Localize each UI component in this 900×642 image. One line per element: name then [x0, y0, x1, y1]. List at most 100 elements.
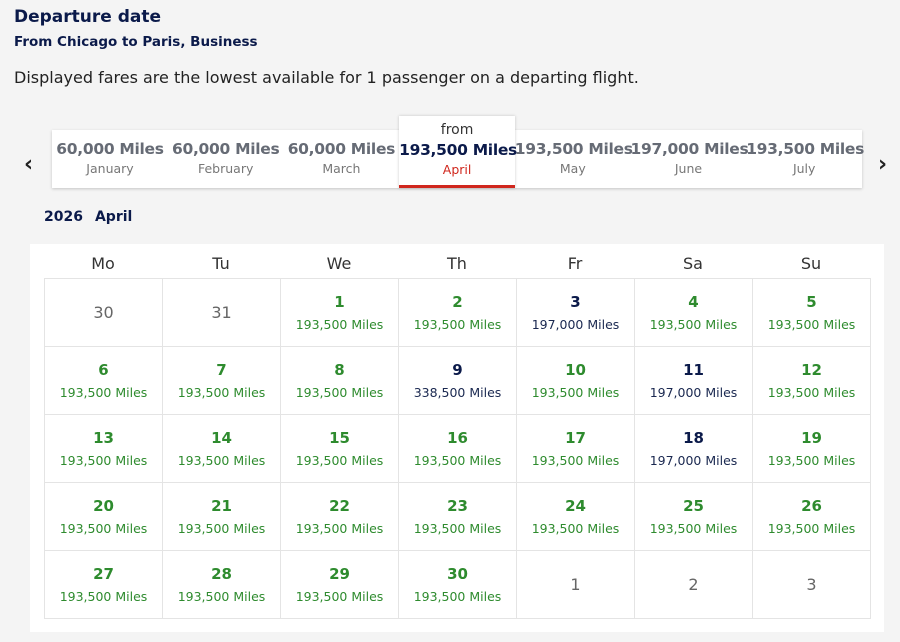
day-fare: 193,500 Miles	[177, 385, 266, 400]
day-cell[interactable]: 19 193,500 Miles	[753, 415, 871, 483]
day-cell[interactable]: 25 193,500 Miles	[635, 483, 753, 551]
day-number: 9	[452, 361, 463, 379]
day-number: 3	[806, 575, 817, 594]
day-number: 20	[93, 497, 114, 515]
calendar-grid: 30 31 1 193,500 Miles 2 193,500 Miles 3 197,000…	[44, 278, 871, 619]
day-fare: 197,000 Miles	[531, 317, 620, 332]
from-label: from	[440, 122, 474, 138]
day-cell: 2	[635, 551, 753, 619]
month-miles: 60,000 Miles	[171, 140, 280, 158]
day-cell[interactable]: 7 193,500 Miles	[163, 347, 281, 415]
day-cell[interactable]: 11 197,000 Miles	[635, 347, 753, 415]
chevron-left-icon[interactable]: ‹	[24, 152, 34, 177]
day-number: 18	[683, 429, 704, 447]
day-fare: 193,500 Miles	[295, 317, 384, 332]
day-number: 14	[211, 429, 232, 447]
day-fare: 193,500 Miles	[531, 385, 620, 400]
day-cell[interactable]: 8 193,500 Miles	[281, 347, 399, 415]
day-fare: 193,500 Miles	[59, 589, 148, 604]
day-cell[interactable]: 2 193,500 Miles	[399, 279, 517, 347]
day-cell[interactable]: 24 193,500 Miles	[517, 483, 635, 551]
day-fare: 193,500 Miles	[177, 521, 266, 536]
day-number: 7	[216, 361, 227, 379]
month-tab-february[interactable]: 60,000 Miles February	[168, 130, 284, 188]
day-cell[interactable]: 15 193,500 Miles	[281, 415, 399, 483]
day-fare: 193,500 Miles	[649, 317, 738, 332]
day-number: 31	[211, 303, 232, 322]
weekday-header: Mo Tu We Th Fr Sa Su	[44, 254, 870, 273]
day-number: 11	[683, 361, 704, 379]
day-cell[interactable]: 16 193,500 Miles	[399, 415, 517, 483]
day-fare: 193,500 Miles	[177, 453, 266, 468]
day-number: 12	[801, 361, 822, 379]
day-fare: 193,500 Miles	[413, 589, 502, 604]
day-number: 16	[447, 429, 468, 447]
chevron-right-icon[interactable]: ›	[878, 152, 888, 177]
weekday-label: Sa	[683, 254, 703, 273]
day-fare: 193,500 Miles	[649, 521, 738, 536]
day-fare: 193,500 Miles	[413, 317, 502, 332]
day-cell[interactable]: 1 193,500 Miles	[281, 279, 399, 347]
day-fare: 193,500 Miles	[767, 385, 856, 400]
day-cell[interactable]: 30 193,500 Miles	[399, 551, 517, 619]
day-cell[interactable]: 14 193,500 Miles	[163, 415, 281, 483]
day-cell[interactable]: 6 193,500 Miles	[45, 347, 163, 415]
month-tab-july[interactable]: 193,500 Miles July	[746, 130, 864, 188]
day-cell[interactable]: 26 193,500 Miles	[753, 483, 871, 551]
day-number: 6	[98, 361, 109, 379]
month-miles: 193,500 Miles	[514, 140, 633, 158]
route-subtitle: From Chicago to Paris, Business	[14, 34, 258, 50]
month-miles: 60,000 Miles	[56, 140, 164, 158]
month-tab-april[interactable]: from 193,500 Miles April	[399, 116, 517, 188]
day-fare: 193,500 Miles	[767, 317, 856, 332]
weekday-label: Su	[800, 254, 822, 273]
day-number: 24	[565, 497, 586, 515]
month-miles: 60,000 Miles	[287, 140, 396, 158]
month-tab-march[interactable]: 60,000 Miles March	[283, 130, 399, 188]
day-cell[interactable]: 10 193,500 Miles	[517, 347, 635, 415]
weekday-label: We	[326, 254, 352, 273]
day-cell[interactable]: 29 193,500 Miles	[281, 551, 399, 619]
page-title: Departure date	[14, 7, 162, 27]
day-cell[interactable]: 5 193,500 Miles	[753, 279, 871, 347]
day-cell[interactable]: 28 193,500 Miles	[163, 551, 281, 619]
day-fare: 193,500 Miles	[295, 521, 384, 536]
day-cell: 3	[753, 551, 871, 619]
day-cell[interactable]: 22 193,500 Miles	[281, 483, 399, 551]
day-cell[interactable]: 20 193,500 Miles	[45, 483, 163, 551]
day-cell[interactable]: 3 197,000 Miles	[517, 279, 635, 347]
month-tab-january[interactable]: 60,000 Miles January	[52, 130, 168, 188]
day-cell[interactable]: 13 193,500 Miles	[45, 415, 163, 483]
day-fare: 193,500 Miles	[177, 589, 266, 604]
day-number: 30	[93, 303, 114, 322]
day-cell[interactable]: 9 338,500 Miles	[399, 347, 517, 415]
fare-note: Displayed fares are the lowest available…	[14, 68, 639, 87]
calendar-panel: Mo Tu We Th Fr Sa Su 30 31 1 193,500 Miles 2 193,50…	[30, 244, 884, 632]
day-number: 15	[329, 429, 350, 447]
day-cell[interactable]: 21 193,500 Miles	[163, 483, 281, 551]
day-cell[interactable]: 4 193,500 Miles	[635, 279, 753, 347]
day-number: 27	[93, 565, 114, 583]
day-number: 29	[329, 565, 350, 583]
day-number: 21	[211, 497, 232, 515]
day-cell[interactable]: 27 193,500 Miles	[45, 551, 163, 619]
month-tab-june[interactable]: 197,000 Miles June	[631, 130, 749, 188]
day-number: 2	[688, 575, 699, 594]
day-cell: 31	[163, 279, 281, 347]
day-cell: 30	[45, 279, 163, 347]
day-cell[interactable]: 18 197,000 Miles	[635, 415, 753, 483]
calendar-heading: 2026 April	[44, 209, 144, 225]
day-fare: 193,500 Miles	[413, 521, 502, 536]
day-number: 8	[334, 361, 345, 379]
day-fare: 193,500 Miles	[413, 453, 502, 468]
day-number: 23	[447, 497, 468, 515]
month-tab-may[interactable]: 193,500 Miles May	[514, 130, 633, 188]
weekday-label: Tu	[212, 254, 230, 273]
month-name: February	[197, 161, 254, 176]
day-cell[interactable]: 12 193,500 Miles	[753, 347, 871, 415]
day-cell[interactable]: 23 193,500 Miles	[399, 483, 517, 551]
month-name: June	[674, 161, 703, 176]
day-fare: 197,000 Miles	[649, 453, 738, 468]
day-cell[interactable]: 17 193,500 Miles	[517, 415, 635, 483]
day-number: 25	[683, 497, 704, 515]
